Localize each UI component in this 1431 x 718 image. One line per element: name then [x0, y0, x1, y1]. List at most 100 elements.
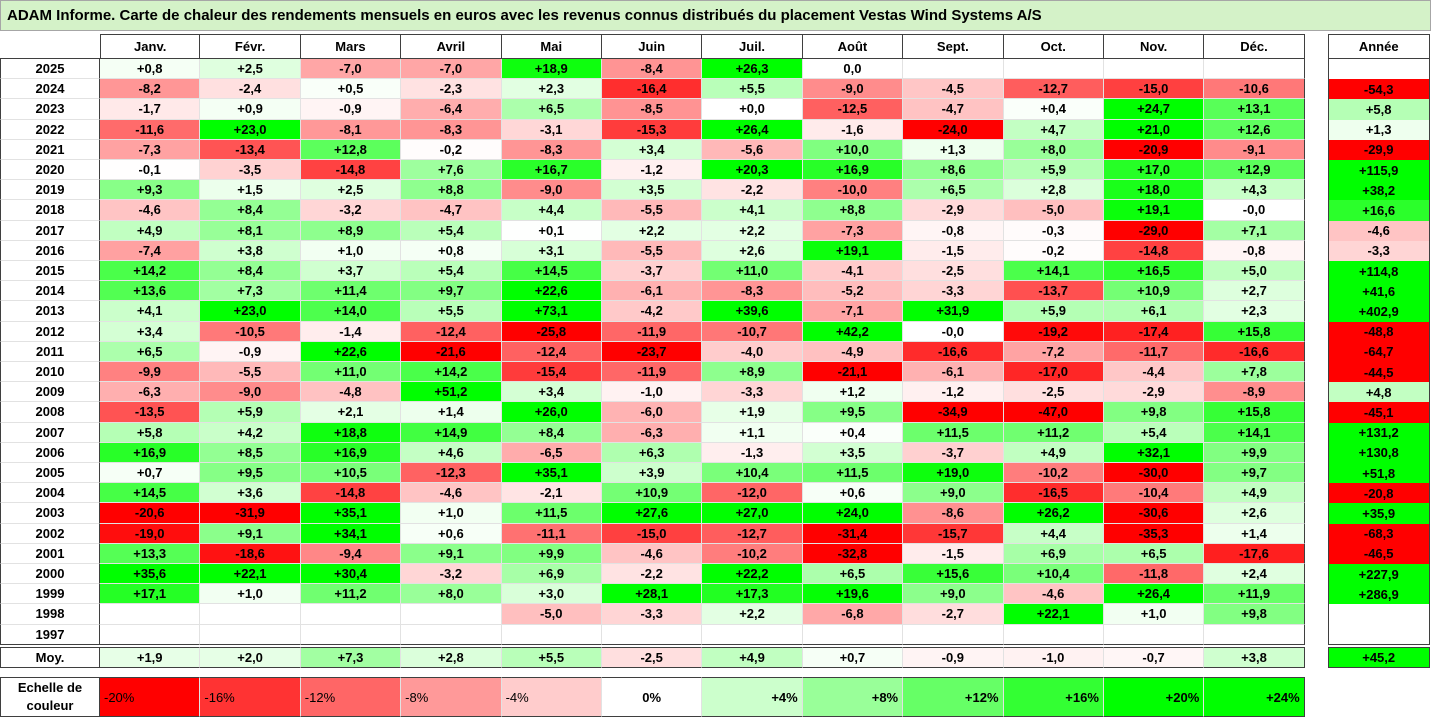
heatmap-cell: +9,0: [903, 584, 1004, 605]
heatmap-cell: +10,4: [1003, 564, 1104, 585]
heatmap-cell: -8,3: [401, 119, 502, 140]
heatmap-cell: -5,5: [601, 200, 703, 221]
heatmap-cell: -12,4: [401, 321, 502, 342]
average-cell: +3,8: [1204, 647, 1305, 668]
annual-cell: [1327, 59, 1430, 80]
heatmap-cell: +5,4: [401, 220, 502, 241]
heatmap-row: 2009 -6,3 -9,0 -4,8 +51,2 +3,4 -1,0 -3,3 +1,2 -1,…: [0, 382, 1430, 403]
heatmap-cell: -3,7: [601, 261, 703, 282]
heatmap-cell: -8,9: [1204, 382, 1305, 403]
annual-cell: -64,7: [1327, 341, 1430, 362]
annual-cell: +402,9: [1327, 301, 1430, 322]
month-header: Oct.: [1003, 34, 1104, 59]
color-scale-row: Echelle de couleur -20% -16% -12% -8% -4% 0% +4…: [0, 677, 1430, 717]
column-spacer: [1304, 483, 1328, 504]
heatmap-cell: -8,5: [601, 99, 703, 120]
heatmap-cell: +2,7: [1204, 281, 1305, 302]
heatmap-cell: -13,4: [200, 139, 301, 160]
heatmap-cell: +9,8: [1204, 604, 1305, 625]
heatmap-cell: -21,1: [802, 362, 904, 383]
year-label: 2025: [0, 59, 100, 80]
heatmap-cell: -16,4: [601, 79, 703, 100]
heatmap-cell: +6,5: [1103, 543, 1205, 564]
color-scale-swatch: -4%: [501, 677, 602, 717]
heatmap-cell: +8,0: [401, 584, 502, 605]
heatmap-cell: +1,5: [200, 180, 301, 201]
heatmap-cell: -1,2: [601, 160, 703, 181]
heatmap-cell: +1,0: [401, 503, 502, 524]
heatmap-row: 2018 -4,6 +8,4 -3,2 -4,7 +4,4 -5,5 +4,1 +8,8 -2,9…: [0, 200, 1430, 221]
heatmap-cell: +7,6: [401, 160, 502, 181]
column-spacer: [1304, 261, 1328, 282]
month-header: Sept.: [903, 34, 1004, 59]
heatmap-cell: +4,4: [501, 200, 602, 221]
heatmap-cell: +4,2: [200, 422, 301, 443]
year-label: 2000: [0, 564, 100, 585]
heatmap-cell: -8,6: [903, 503, 1004, 524]
heatmap-cell: [903, 624, 1004, 645]
heatmap-cell: [702, 624, 803, 645]
heatmap-cell: -12,5: [802, 99, 904, 120]
annual-cell: +51,8: [1327, 463, 1430, 484]
heatmap-cell: +4,3: [1204, 180, 1305, 201]
heatmap-cell: -4,7: [401, 200, 502, 221]
column-spacer: [1304, 119, 1328, 140]
heatmap-cell: +2,4: [1204, 564, 1305, 585]
heatmap-cell: +5,5: [401, 301, 502, 322]
heatmap-cell: +3,4: [100, 321, 201, 342]
heatmap-cell: +9,8: [1103, 402, 1205, 423]
heatmap-cell: +9,0: [903, 483, 1004, 504]
annual-cell: -29,9: [1327, 139, 1430, 160]
heatmap-cell: +19,0: [903, 463, 1004, 484]
heatmap-cell: +8,8: [401, 180, 502, 201]
heatmap-cell: -10,2: [1003, 463, 1104, 484]
heatmap-cell: -5,5: [200, 362, 301, 383]
year-label: 2020: [0, 160, 100, 181]
annual-cell: +35,9: [1327, 503, 1430, 524]
heatmap-cell: -0,0: [903, 321, 1004, 342]
heatmap-cell: -4,7: [903, 99, 1004, 120]
heatmap-cell: +4,7: [1003, 119, 1104, 140]
annual-cell: [1327, 624, 1430, 645]
column-spacer: [1304, 160, 1328, 181]
heatmap-cell: [200, 624, 301, 645]
heatmap-cell: +9,3: [100, 180, 201, 201]
heatmap-cell: -2,2: [702, 180, 803, 201]
heatmap-cell: +16,5: [1103, 261, 1205, 282]
heatmap-cell: +2,2: [601, 220, 703, 241]
heatmap-cell: +3,6: [200, 483, 301, 504]
heatmap-cell: [601, 624, 703, 645]
column-spacer: [1304, 442, 1328, 463]
year-label: 2010: [0, 362, 100, 383]
heatmap-cell: +8,1: [200, 220, 301, 241]
heatmap-cell: +0,8: [100, 59, 201, 80]
heatmap-cell: +15,8: [1204, 321, 1305, 342]
annual-cell: -20,8: [1327, 483, 1430, 504]
heatmap-cell: -0,3: [1003, 220, 1104, 241]
heatmap-row: 2011 +6,5 -0,9 +22,6 -21,6 -12,4 -23,7 -4,0 -4,9…: [0, 341, 1430, 362]
heatmap-cell: -6,5: [501, 442, 602, 463]
year-label: 2002: [0, 523, 100, 544]
heatmap-cell: -10,2: [702, 543, 803, 564]
heatmap-cell: -4,5: [903, 79, 1004, 100]
color-scale-swatch: +4%: [702, 677, 803, 717]
heatmap-cell: -9,4: [300, 543, 402, 564]
heatmap-cell: -6,3: [100, 382, 201, 403]
heatmap-cell: +2,2: [702, 604, 803, 625]
color-scale-swatch: +20%: [1103, 677, 1205, 717]
heatmap-cell: +3,1: [501, 240, 602, 261]
heatmap-row: 1998 -5,0 -3,3 +2,2 -6,8 -2,7 +22,1 +1,0 +9,8: [0, 604, 1430, 625]
heatmap-cell: +6,3: [601, 442, 703, 463]
heatmap-cell: +22,6: [300, 341, 402, 362]
heatmap-row: 2024 -8,2 -2,4 +0,5 -2,3 +2,3 -16,4 +5,5 -9,0 -4,…: [0, 79, 1430, 100]
heatmap-row: 2000 +35,6 +22,1 +30,4 -3,2 +6,9 -2,2 +22,2 +6,5…: [0, 564, 1430, 585]
heatmap-cell: -5,0: [501, 604, 602, 625]
heatmap-cell: +5,9: [1003, 160, 1104, 181]
color-scale-swatch: +24%: [1204, 677, 1305, 717]
heatmap-cell: -13,7: [1003, 281, 1104, 302]
month-header: Mars: [300, 34, 402, 59]
annual-cell: +5,8: [1327, 99, 1430, 120]
heatmap-cell: +32,1: [1103, 442, 1205, 463]
year-label: 2023: [0, 99, 100, 120]
heatmap-cell: +6,9: [1003, 543, 1104, 564]
